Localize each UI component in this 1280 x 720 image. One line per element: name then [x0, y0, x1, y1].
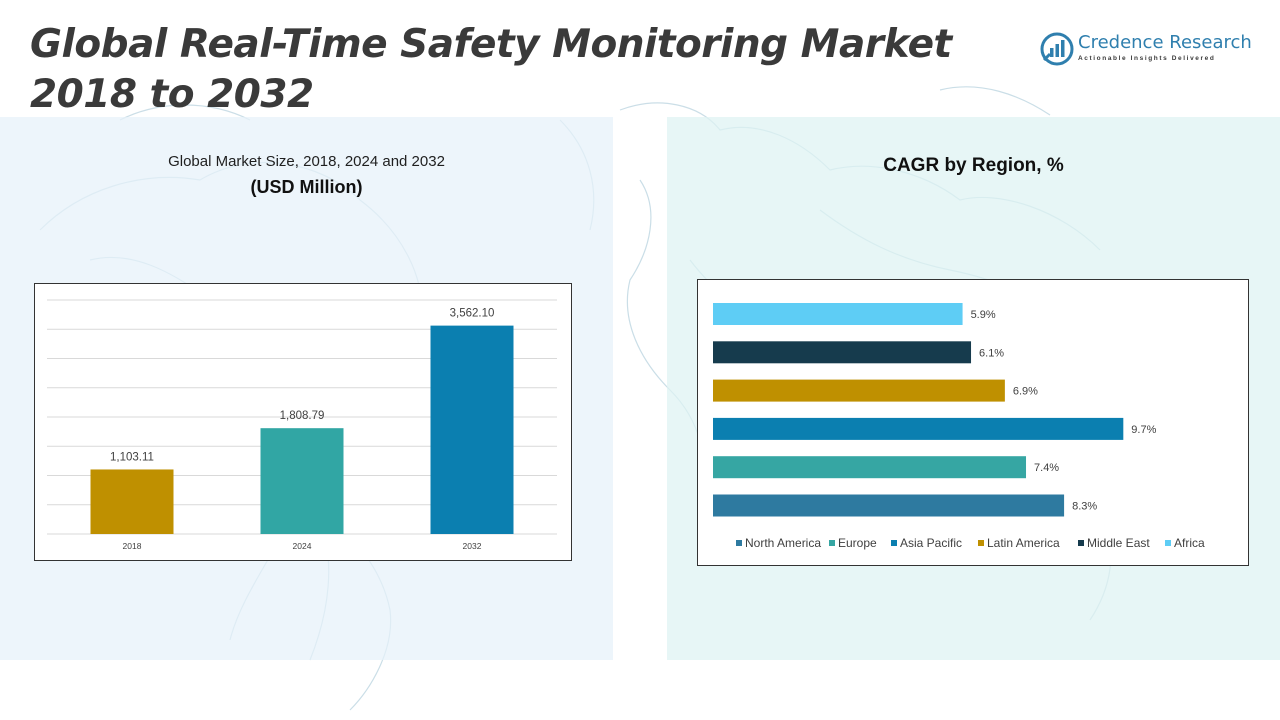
legend-label: Middle East [1087, 536, 1150, 550]
legend-label: Europe [838, 536, 877, 550]
legend-swatch [978, 540, 984, 546]
bar-2018 [90, 469, 174, 534]
hbar-value-label: 8.3% [1072, 501, 1097, 513]
hbar-middle-east [713, 341, 972, 364]
bar-value-label: 1,808.79 [280, 410, 325, 422]
legend-label: Asia Pacific [900, 536, 962, 550]
market-size-bar-svg: 1,103.11 2018 1,808.79 2024 3,562.10 2032 [47, 299, 557, 551]
legend-swatch [1078, 540, 1084, 546]
hbar-north-america [713, 494, 1065, 517]
logo-icon [1040, 32, 1074, 66]
legend-label: Latin America [987, 536, 1060, 550]
hbar-value-label: 9.7% [1131, 424, 1156, 436]
page-title: Global Real-Time Safety Monitoring Marke… [30, 22, 952, 117]
cagr-title: CAGR by Region, % [883, 155, 1064, 176]
cagr-bar-svg: 5.9% 6.1% 6.9% 9.7% 7.4% 8.3% North America Eur… [713, 303, 1205, 550]
x-tick-label: 2032 [463, 541, 482, 551]
market-size-subtitle: Global Market Size, 2018, 2024 and 2032 [168, 153, 445, 170]
bar-value-label: 3,562.10 [450, 308, 495, 320]
hbar-europe [713, 456, 1027, 479]
hbar-asia-pacific [713, 417, 1124, 440]
legend-label: North America [745, 536, 821, 550]
hbar-value-label: 5.9% [971, 309, 996, 321]
hbar-value-label: 6.1% [979, 347, 1004, 359]
market-size-unit: (USD Million) [250, 177, 363, 197]
brand-logo: Credence Research Actionable Insights De… [1040, 30, 1260, 70]
legend-swatch [891, 540, 897, 546]
legend-swatch [1165, 540, 1171, 546]
logo-name: Credence Research [1078, 32, 1252, 53]
hbar-value-label: 6.9% [1013, 386, 1038, 398]
legend-swatch [829, 540, 835, 546]
market-size-chart: 1,103.11 2018 1,808.79 2024 3,562.10 2032 [34, 283, 572, 561]
hbar-africa [713, 303, 963, 325]
cagr-chart: 5.9% 6.1% 6.9% 9.7% 7.4% 8.3% North America Eur… [697, 279, 1249, 566]
legend-swatch [736, 540, 742, 546]
hbar-latin-america [713, 379, 1005, 402]
x-tick-label: 2024 [293, 541, 312, 551]
bar-2024 [260, 428, 344, 534]
hbar-value-label: 7.4% [1034, 462, 1059, 474]
logo-tagline: Actionable Insights Delivered [1078, 55, 1216, 62]
bar-2032 [430, 325, 514, 534]
legend-label: Africa [1174, 536, 1205, 550]
x-tick-label: 2018 [123, 541, 142, 551]
bar-value-label: 1,103.11 [110, 451, 154, 463]
